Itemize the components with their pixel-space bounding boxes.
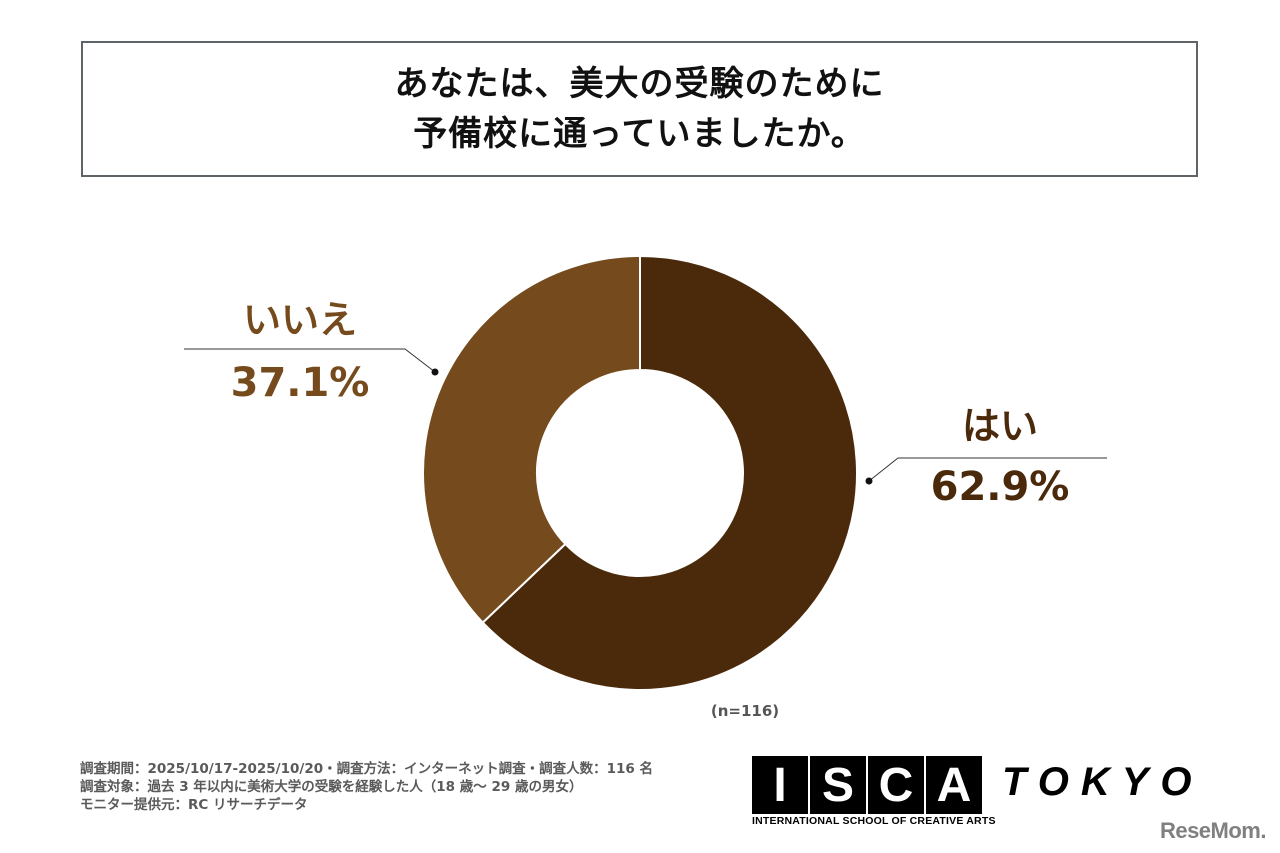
label-no: いいえ 37.1% [200,296,400,408]
callout-line-no [184,348,436,373]
sample-size-note: (n=116) [710,702,780,720]
label-yes-category: はい [961,404,1038,448]
slice-yes [481,254,858,691]
chart-title-line-2: 予備校に通っていましたか。 [413,114,866,154]
survey-footer: 調査期間：2025/10/17-2025/10/20・調査方法：インターネット調… [80,760,653,814]
footer-survey-period: 調査期間：2025/10/17-2025/10/20・調査方法：インターネット調… [80,761,653,777]
logo-subtitle: INTERNATIONAL SCHOOL OF CREATIVE ARTS [752,815,996,827]
logo-letter: I [752,756,808,814]
slice-no [422,254,641,624]
footer-survey-target: 調査対象：過去 3 年以内に美術大学の受験を経験した人（18 歳～ 29 歳の男… [80,779,583,795]
resemom-watermark: ReseMom. [1159,818,1267,843]
logo-letter: C [868,756,924,814]
footer-monitor-provider: モニター提供元：RC リサーチデータ [80,797,308,813]
chart-title-line-1: あなたは、美大の受験のために [394,64,885,104]
label-yes: はい 62.9% [895,402,1105,512]
label-no-category: いいえ [242,298,357,342]
chart-title-box: あなたは、美大の受験のために 予備校に通っていましたか。 [81,41,1198,177]
label-yes-percent: 62.9% [930,464,1070,510]
callout-dot-no [431,368,439,376]
callout-line-yes [868,457,1107,482]
callout-dot-yes [865,477,873,485]
logo-letter: S [810,756,866,814]
logo-letter: A [926,756,982,814]
logo-tokyo-text: TOKYO [1002,760,1204,804]
isca-tokyo-logo: I S C A TOKYO INTERNATIONAL SCHOOL OF CR… [752,756,1192,827]
logo-letter-boxes: I S C A [752,756,996,814]
label-no-percent: 37.1% [230,360,370,406]
